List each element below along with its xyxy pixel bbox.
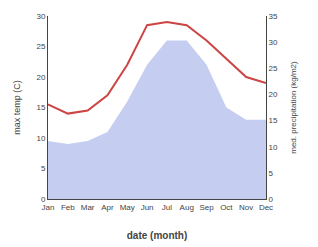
svg-text:20: 20 [269,90,278,99]
svg-text:max temp (C): max temp (C) [12,80,22,135]
svg-text:35: 35 [269,12,278,21]
svg-text:Jun: Jun [141,203,154,212]
svg-text:Jul: Jul [162,203,172,212]
svg-text:10: 10 [36,134,45,143]
svg-text:0: 0 [41,195,46,204]
svg-text:5: 5 [269,169,274,178]
svg-text:25: 25 [269,64,278,73]
svg-text:15: 15 [36,103,45,112]
svg-text:25: 25 [36,42,45,51]
svg-text:30: 30 [36,12,45,21]
svg-text:30: 30 [269,38,278,47]
svg-text:Jan: Jan [42,203,55,212]
svg-text:Sep: Sep [199,203,214,212]
svg-text:10: 10 [269,143,278,152]
svg-text:Nov: Nov [239,203,253,212]
svg-text:Feb: Feb [61,203,75,212]
svg-text:Aug: Aug [180,203,194,212]
svg-text:0: 0 [269,195,274,204]
svg-text:Oct: Oct [220,203,233,212]
svg-text:May: May [120,203,135,212]
svg-text:20: 20 [36,73,45,82]
svg-text:15: 15 [269,116,278,125]
svg-text:5: 5 [41,164,46,173]
svg-text:Dec: Dec [259,203,273,212]
svg-text:Apr: Apr [101,203,114,212]
svg-text:med. precipitation (kg/m2): med. precipitation (kg/m2) [289,61,298,154]
svg-text:Mar: Mar [81,203,95,212]
svg-text:date (month): date (month) [127,230,188,241]
